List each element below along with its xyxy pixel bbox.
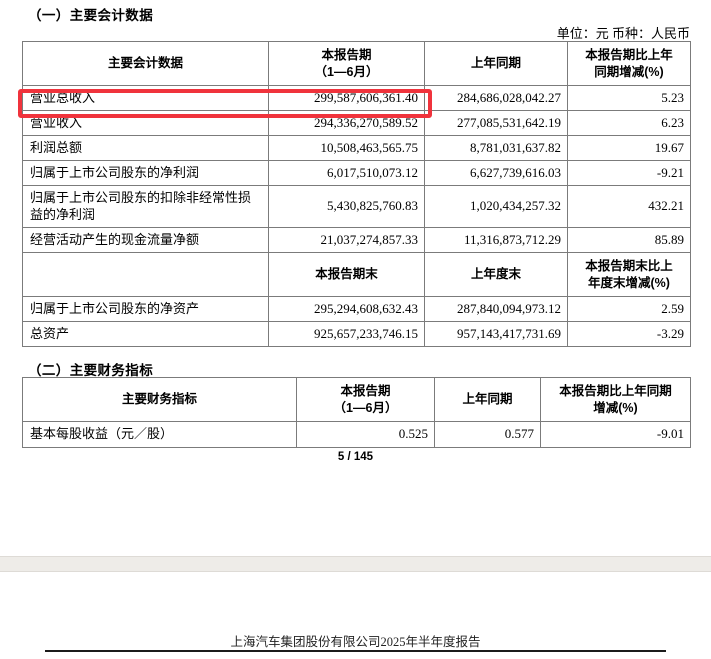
header-cell-change-pct: 本报告期比上年同期 增减(%): [540, 377, 691, 422]
header-change-line1: 本报告期比上年: [585, 47, 673, 62]
row-change-value: 19.67: [567, 135, 691, 161]
subheader-change-line2: 年度末增减(%): [588, 275, 670, 290]
table-row: 营业收入 294,336,270,589.52 277,085,531,642.…: [22, 110, 691, 136]
row-label: 归属于上市公司股东的扣除非经常性损益的净利润: [22, 185, 269, 228]
row-current-value: 6,017,510,073.12: [268, 160, 425, 186]
row-prior-value: 8,781,031,637.82: [424, 135, 568, 161]
header-current-line2: （1—6月）: [314, 64, 379, 79]
page-number: 5 / 145: [337, 451, 374, 463]
footer-divider-rule: [45, 650, 666, 652]
table-row: 利润总额 10,508,463,565.75 8,781,031,637.82 …: [22, 135, 691, 161]
row-label: 基本每股收益（元／股）: [22, 421, 297, 448]
row-prior-value: 0.577: [434, 421, 541, 448]
row-current-value: 0.525: [296, 421, 435, 448]
header-cell-label: 主要会计数据: [22, 41, 269, 86]
row-label: 营业总收入: [22, 85, 269, 111]
row-label: 归属于上市公司股东的净资产: [22, 296, 269, 322]
table-row: 归属于上市公司股东的扣除非经常性损益的净利润 5,430,825,760.83 …: [22, 185, 691, 228]
row-current-value: 299,587,606,361.40: [268, 85, 425, 111]
row-current-value: 294,336,270,589.52: [268, 110, 425, 136]
header-cell-label: 主要财务指标: [22, 377, 297, 422]
header-current-line1: 本报告期: [340, 383, 391, 398]
row-prior-value: 6,627,739,616.03: [424, 160, 568, 186]
section-heading-financial-indicators: （二）主要财务指标: [28, 363, 154, 378]
row-change-value: 5.23: [567, 85, 691, 111]
table-row: 营业总收入 299,587,606,361.40 284,686,028,042…: [22, 85, 691, 111]
table-row: 归属于上市公司股东的净资产 295,294,608,632.43 287,840…: [22, 296, 691, 322]
header-cell-current-period: 本报告期 （1—6月）: [268, 41, 425, 86]
row-label: 利润总额: [22, 135, 269, 161]
row-label: 总资产: [22, 321, 269, 347]
header-cell-prior-period: 上年同期: [424, 41, 568, 86]
row-prior-value: 287,840,094,973.12: [424, 296, 568, 322]
row-prior-value: 277,085,531,642.19: [424, 110, 568, 136]
row-label: 经营活动产生的现金流量净额: [22, 227, 269, 253]
header-change-line2: 增减(%): [593, 400, 638, 415]
row-current-value: 295,294,608,632.43: [268, 296, 425, 322]
unit-currency-note: 单位：元 币种：人民币: [556, 26, 690, 41]
row-current-value: 925,657,233,746.15: [268, 321, 425, 347]
table-main-accounting-data: 主要会计数据 本报告期 （1—6月） 上年同期 本报告期比上年 同期增减(%) …: [22, 41, 691, 347]
table-financial-indicators: 主要财务指标 本报告期 （1—6月） 上年同期 本报告期比上年同期 增减(%) …: [22, 377, 691, 448]
header-cell-current-period: 本报告期 （1—6月）: [296, 377, 435, 422]
page-separator-band: [0, 556, 711, 572]
table-row: 归属于上市公司股东的净利润 6,017,510,073.12 6,627,739…: [22, 160, 691, 186]
footer-report-title: 上海汽车集团股份有限公司2025年半年度报告: [230, 635, 481, 649]
header-change-line1: 本报告期比上年同期: [559, 383, 672, 398]
subheader-change-line1: 本报告期末比上: [585, 258, 673, 273]
row-current-value: 5,430,825,760.83: [268, 185, 425, 228]
subheader-cell-empty: [22, 252, 269, 297]
header-current-line2: （1—6月）: [333, 400, 398, 415]
header-current-line1: 本报告期: [321, 47, 372, 62]
header-cell-change-pct: 本报告期比上年 同期增减(%): [567, 41, 691, 86]
subheader-cell-prior-year-end: 上年度末: [424, 252, 568, 297]
row-current-value: 10,508,463,565.75: [268, 135, 425, 161]
row-prior-value: 284,686,028,042.27: [424, 85, 568, 111]
row-prior-value: 11,316,873,712.29: [424, 227, 568, 253]
subheader-cell-period-end: 本报告期末: [268, 252, 425, 297]
header-cell-prior-period: 上年同期: [434, 377, 541, 422]
row-change-value: -3.29: [567, 321, 691, 347]
row-change-value: -9.01: [540, 421, 691, 448]
table-header-row: 主要会计数据 本报告期 （1—6月） 上年同期 本报告期比上年 同期增减(%): [22, 41, 691, 86]
table-row: 基本每股收益（元／股） 0.525 0.577 -9.01: [22, 421, 691, 448]
row-prior-value: 1,020,434,257.32: [424, 185, 568, 228]
row-change-value: -9.21: [567, 160, 691, 186]
row-change-value: 2.59: [567, 296, 691, 322]
table-header-row: 主要财务指标 本报告期 （1—6月） 上年同期 本报告期比上年同期 增减(%): [22, 377, 691, 422]
subheader-cell-change-pct: 本报告期末比上 年度末增减(%): [567, 252, 691, 297]
header-change-line2: 同期增减(%): [594, 64, 664, 79]
row-change-value: 6.23: [567, 110, 691, 136]
section-heading-accounting-data: （一）主要会计数据: [28, 8, 154, 23]
row-prior-value: 957,143,417,731.69: [424, 321, 568, 347]
row-change-value: 432.21: [567, 185, 691, 228]
table-row: 总资产 925,657,233,746.15 957,143,417,731.6…: [22, 321, 691, 347]
table-row: 经营活动产生的现金流量净额 21,037,274,857.33 11,316,8…: [22, 227, 691, 253]
row-change-value: 85.89: [567, 227, 691, 253]
row-label: 归属于上市公司股东的净利润: [22, 160, 269, 186]
row-label: 营业收入: [22, 110, 269, 136]
table-subheader-row: 本报告期末 上年度末 本报告期末比上 年度末增减(%): [22, 252, 691, 297]
row-current-value: 21,037,274,857.33: [268, 227, 425, 253]
